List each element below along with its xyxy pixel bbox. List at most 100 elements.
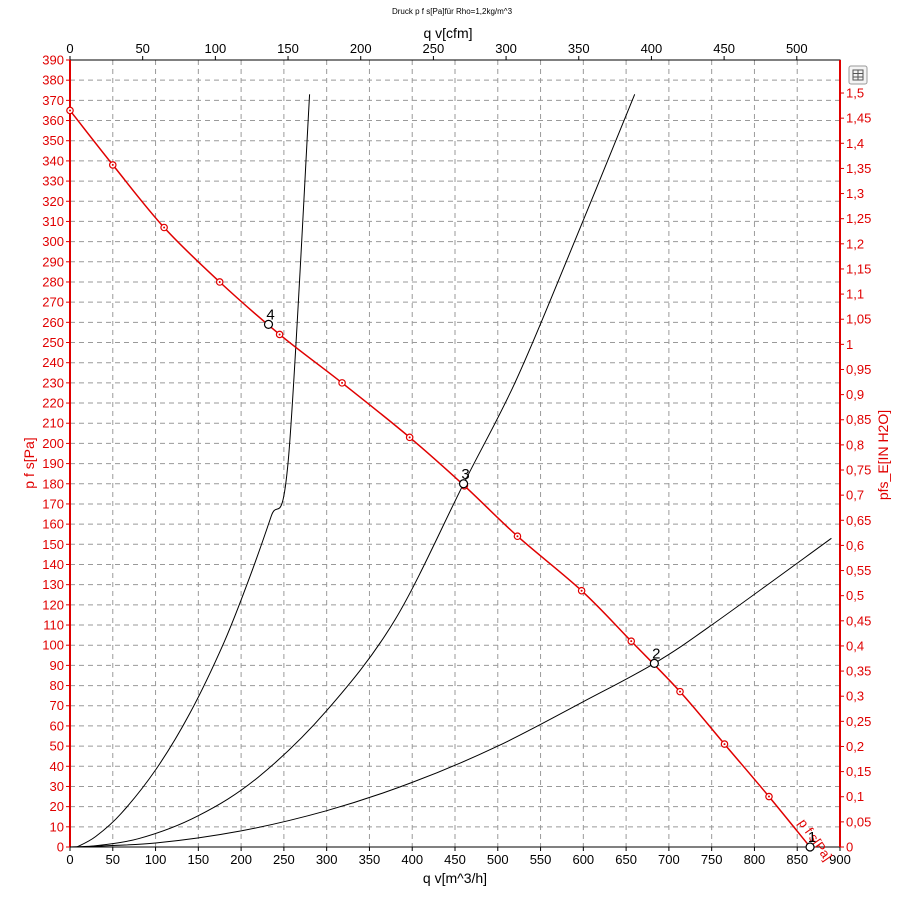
y2-tick-label: 1,05 <box>846 312 871 327</box>
y2-tick-label: 0,1 <box>846 789 864 804</box>
fan-curve-marker-dot <box>580 589 583 592</box>
y-tick-label: 40 <box>50 759 64 774</box>
x-tick-label: 800 <box>744 852 766 867</box>
y2-tick-label: 1,35 <box>846 161 871 176</box>
y-tick-label: 260 <box>42 315 64 330</box>
fan-curve-marker-dot <box>218 280 221 283</box>
y-tick-label: 170 <box>42 496 64 511</box>
y2-tick-label: 0,15 <box>846 764 871 779</box>
y2-tick-label: 0,05 <box>846 814 871 829</box>
x-tick-label: 450 <box>444 852 466 867</box>
x2-tick-label: 300 <box>495 41 517 56</box>
x-tick-label: 300 <box>316 852 338 867</box>
x-tick-label: 0 <box>66 852 73 867</box>
y2-tick-label: 1,4 <box>846 136 864 151</box>
y-tick-label: 50 <box>50 739 64 754</box>
y-tick-label: 10 <box>50 819 64 834</box>
x2-tick-label: 150 <box>277 41 299 56</box>
y2-tick-label: 0,7 <box>846 488 864 503</box>
y2-tick-label: 0,6 <box>846 538 864 553</box>
y-tick-label: 30 <box>50 779 64 794</box>
x2-tick-label: 0 <box>66 41 73 56</box>
x2-tick-label: 50 <box>135 41 149 56</box>
operating-point-2 <box>649 658 659 668</box>
operating-point-label-1: 1 <box>808 829 816 846</box>
x2-tick-label: 250 <box>423 41 445 56</box>
operating-point-label-4: 4 <box>266 306 274 323</box>
chart-title: Druck p f s[Pa]für Rho=1,2kg/m^3 <box>392 7 513 16</box>
y2-tick-label: 0,95 <box>846 362 871 377</box>
y-tick-label: 290 <box>42 254 64 269</box>
y2-tick-label: 0,9 <box>846 387 864 402</box>
export-icon[interactable] <box>848 65 868 85</box>
x2-tick-label: 100 <box>205 41 227 56</box>
y2-tick-label: 1,3 <box>846 186 864 201</box>
y-tick-label: 360 <box>42 113 64 128</box>
x-tick-label: 500 <box>487 852 509 867</box>
y-tick-label: 240 <box>42 355 64 370</box>
x-tick-label: 650 <box>615 852 637 867</box>
y2-tick-label: 0,5 <box>846 588 864 603</box>
y-tick-label: 190 <box>42 456 64 471</box>
y-tick-label: 270 <box>42 295 64 310</box>
y-tick-label: 70 <box>50 698 64 713</box>
y2-tick-label: 1,15 <box>846 261 871 276</box>
x2-tick-label: 350 <box>568 41 590 56</box>
x2-tick-label: 500 <box>786 41 808 56</box>
y2-tick-label: 0,55 <box>846 563 871 578</box>
y-axis-title: p f s[Pa] <box>21 437 37 488</box>
y-tick-label: 320 <box>42 194 64 209</box>
x-tick-label: 750 <box>701 852 723 867</box>
curves: p f s[Pa] <box>66 94 835 864</box>
y-tick-label: 370 <box>42 93 64 108</box>
operating-point-label-3: 3 <box>461 466 469 483</box>
y-tick-label: 120 <box>42 597 64 612</box>
y2-tick-label: 0,75 <box>846 463 871 478</box>
fan-curve-marker-dot <box>163 226 166 229</box>
y-tick-label: 150 <box>42 537 64 552</box>
operating-point-1 <box>805 842 815 852</box>
x-tick-label: 850 <box>786 852 808 867</box>
x2-tick-label: 450 <box>713 41 735 56</box>
y2-tick-label: 1 <box>846 337 853 352</box>
y2-tick-label: 0,2 <box>846 739 864 754</box>
y2-tick-label: 1,45 <box>846 111 871 126</box>
fan-curve-marker-dot <box>679 690 682 693</box>
fan-curve-marker-dot <box>111 163 114 166</box>
system-curve-2 <box>69 537 832 848</box>
y-tick-label: 280 <box>42 274 64 289</box>
y-tick-label: 100 <box>42 638 64 653</box>
fan-curve-marker-dot <box>767 795 770 798</box>
y-tick-label: 250 <box>42 335 64 350</box>
y2-tick-label: 0,65 <box>846 513 871 528</box>
y2-axis-title: pfs_E[IN H2O] <box>875 410 891 500</box>
x-tick-label: 200 <box>230 852 252 867</box>
y2-tick-label: 1,5 <box>846 86 864 101</box>
fan-curve-marker-dot <box>341 381 344 384</box>
x-tick-label: 150 <box>187 852 209 867</box>
x-tick-label: 50 <box>106 852 120 867</box>
fan-curve-marker-dot <box>516 535 519 538</box>
system-curve-4 <box>76 94 311 848</box>
x-tick-label: 600 <box>572 852 594 867</box>
y-tick-label: 200 <box>42 436 64 451</box>
grid <box>70 60 840 847</box>
fan-curve-line <box>69 109 811 848</box>
y-tick-label: 60 <box>50 718 64 733</box>
fan-curve-marker-dot <box>723 743 726 746</box>
axes: 0 50 100 150 200 250 300 350 400 450 500 550 600 650 7… <box>42 41 871 867</box>
y2-tick-label: 0 <box>846 840 853 855</box>
y-tick-label: 80 <box>50 678 64 693</box>
x-tick-label: 100 <box>145 852 167 867</box>
x-tick-label: 350 <box>359 852 381 867</box>
x2-axis-title: q v[cfm] <box>423 25 472 41</box>
y2-tick-label: 0,45 <box>846 613 871 628</box>
fan-curve-marker-dot <box>408 436 411 439</box>
y-tick-label: 0 <box>57 840 64 855</box>
y2-tick-label: 0,35 <box>846 664 871 679</box>
fan-curve-marker-dot <box>630 640 633 643</box>
operating-point-label-2: 2 <box>652 645 660 662</box>
y-tick-label: 140 <box>42 557 64 572</box>
